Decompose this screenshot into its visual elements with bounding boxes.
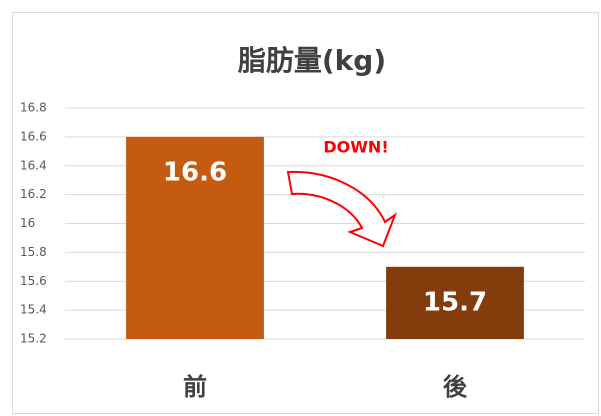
y-tick-label: 16.2 [20,187,47,201]
chart-title: 脂肪量(kg) [238,44,386,77]
down-arrow [286,170,398,248]
y-tick-label: 15.8 [20,245,47,259]
y-tick-label: 15.4 [20,303,47,317]
annotation: DOWN! [323,138,388,157]
y-tick-label: 15.2 [20,332,47,346]
y-tick-label: 16 [20,216,35,230]
y-tick-label: 16.6 [20,129,47,143]
chart-border [12,12,599,414]
bar [386,266,524,339]
y-tick-label: 16.4 [20,158,47,172]
y-tick-label: 15.6 [20,274,47,288]
y-tick-label: 16.8 [20,101,47,115]
bar [126,136,264,339]
grid: 15.2 15.4 15.6 15.8 16 16.2 16.4 16.6 16.8 [20,101,585,346]
bars: 前 16.6 後 15.7 [126,136,524,401]
x-tick-label: 前 [183,373,207,401]
x-tick-label: 後 [443,373,468,401]
data-label: 15.7 [423,287,487,317]
data-label: 16.6 [163,157,227,187]
